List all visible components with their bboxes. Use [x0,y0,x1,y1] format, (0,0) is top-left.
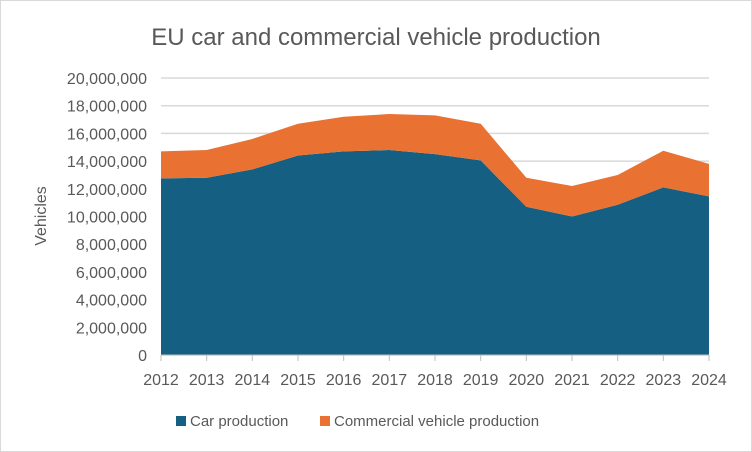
y-tick-label: 14,000,000 [67,154,147,171]
x-tick-label: 2013 [189,372,225,389]
y-tick-label: 12,000,000 [67,182,147,199]
area-commercial-vehicle-production [161,114,709,217]
y-tick-label: 16,000,000 [67,126,147,143]
x-tick-label: 2017 [372,372,408,389]
legend-swatch [320,416,330,426]
x-tick-label: 2014 [235,372,271,389]
x-tick-label: 2024 [691,372,727,389]
y-tick-label: 8,000,000 [76,237,147,254]
y-tick-label: 6,000,000 [76,265,147,282]
x-tick-label: 2015 [280,372,316,389]
x-tick-label: 2021 [554,372,590,389]
x-tick-label: 2019 [463,372,499,389]
x-tick-label: 2018 [417,372,453,389]
legend-swatch [176,416,186,426]
legend-label: Commercial vehicle production [334,413,539,430]
x-tick-label: 2020 [509,372,545,389]
y-tick-label: 2,000,000 [76,320,147,337]
y-tick-label: 10,000,000 [67,210,147,227]
chart-title: EU car and commercial vehicle production [151,24,601,51]
y-tick-label: 4,000,000 [76,293,147,310]
x-tick-label: 2022 [600,372,636,389]
legend-label: Car production [190,413,288,430]
x-tick-label: 2023 [646,372,682,389]
x-tick-label: 2012 [143,372,179,389]
y-tick-label: 0 [138,348,147,365]
y-tick-label: 20,000,000 [67,71,147,88]
area-car-production [161,150,709,355]
y-tick-label: 18,000,000 [67,99,147,116]
x-tick-label: 2016 [326,372,362,389]
y-axis-label: Vehicles [33,186,50,246]
